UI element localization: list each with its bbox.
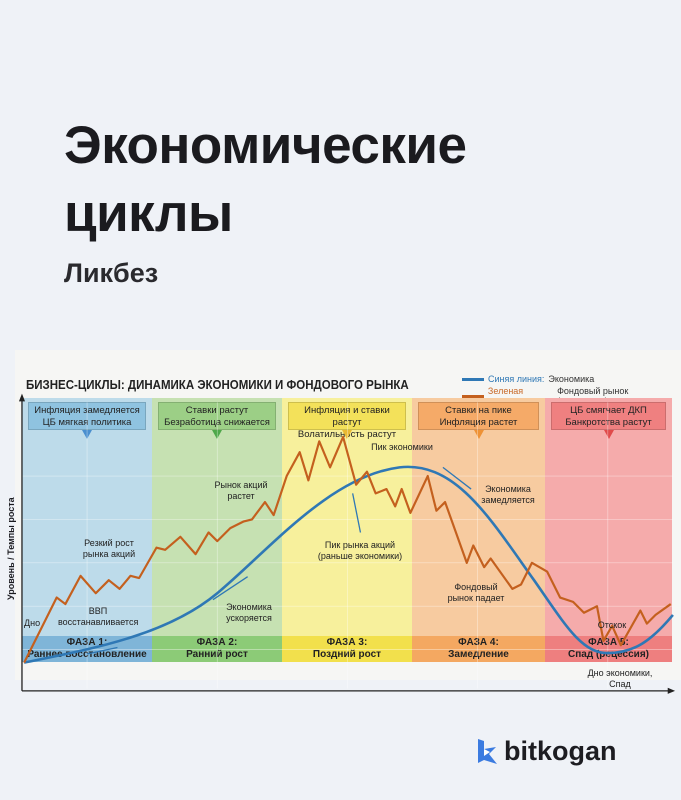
- legend-economy: Синяя линия: Экономика: [462, 374, 594, 384]
- diagram-title: БИЗНЕС-ЦИКЛЫ: ДИНАМИКА ЭКОНОМИКИ И ФОНДО…: [26, 378, 409, 392]
- economy-line: [23, 465, 674, 664]
- bitkogan-logo-icon: [478, 738, 497, 764]
- phase-label-4: ФАЗА 4: Замедление: [412, 636, 545, 662]
- annotation-econ-accelerates: Экономика ускоряется: [226, 602, 272, 623]
- annotation-stock-falls: Фондовый рынок падает: [447, 582, 505, 603]
- phase-condition-box: Ставки на пике Инфляция растет: [418, 402, 539, 430]
- annotation-econ-slows: Экономика замедляется: [481, 484, 535, 505]
- down-arrow-icon: [473, 430, 484, 439]
- phase-condition-box: ЦБ смягчает ДКП Банкротства растут: [551, 402, 666, 430]
- annotation-econ-peak: Пик экономики: [371, 442, 433, 452]
- annotation-econ-bottom: Дно экономики, Спад: [587, 668, 653, 689]
- phase-label-3: ФАЗА 3: Поздний рост: [282, 636, 412, 662]
- annotation-stock-peak: Пик рынка акций (раньше экономики): [317, 540, 403, 561]
- phase-column-4: Ставки на пике Инфляция растет: [412, 398, 545, 636]
- annotation-rebound: Отскок: [597, 620, 627, 630]
- curves: [18, 393, 676, 694]
- page-title: Экономические циклы: [64, 116, 467, 243]
- phase-label-5: ФАЗА 5: Спад (рецессия): [545, 636, 672, 662]
- stock-line: [23, 435, 672, 664]
- phase-column-5: ЦБ смягчает ДКП Банкротства растут: [545, 398, 672, 636]
- grid: [21, 402, 673, 689]
- annotation-bottom: Дно: [24, 618, 41, 628]
- annotation-gdp: ВВП восстанавливается: [58, 606, 139, 627]
- annotation-sharp-rise: Резкий рост рынка акций: [82, 538, 136, 559]
- brand-logo: bitkogan: [476, 736, 617, 767]
- down-arrow-icon: [603, 430, 614, 439]
- page-subtitle: Ликбез: [64, 258, 159, 288]
- down-arrow-icon: [342, 430, 352, 439]
- phase-condition-box: Инфляция и ставки растут Волатильность ра…: [288, 402, 406, 440]
- annotation-stock-rises: Рынок акций растет: [214, 480, 268, 501]
